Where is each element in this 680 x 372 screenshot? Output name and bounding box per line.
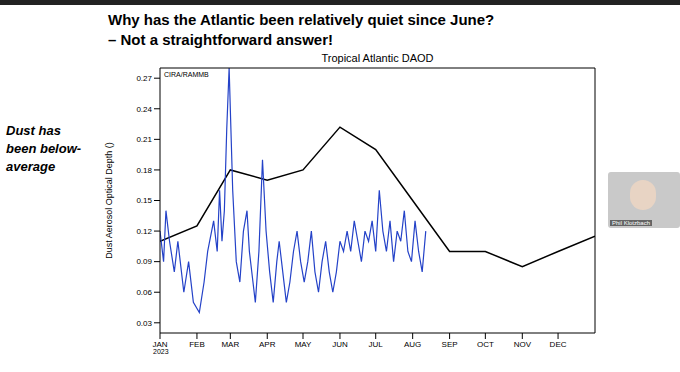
svg-text:AUG: AUG	[404, 340, 421, 349]
svg-text:DEC: DEC	[550, 340, 567, 349]
html-text:Dust has been below-average: Dust has been below-average	[6, 123, 82, 174]
svg-text:JAN: JAN	[152, 340, 167, 349]
html-text:Tropical Atlantic DAOD: Tropical Atlantic DAOD	[321, 52, 434, 64]
html-text:– Not a straightforward answer: – Not a straightforward answer!	[108, 31, 333, 48]
svg-text:FEB: FEB	[189, 340, 205, 349]
html-text:CIRA/RAMMB: CIRA/RAMMB	[164, 71, 209, 78]
svg-text:JUL: JUL	[369, 340, 384, 349]
svg-text:JUN: JUN	[332, 340, 348, 349]
svg-text:MAR: MAR	[221, 340, 239, 349]
svg-text:0.24: 0.24	[136, 105, 152, 114]
svg-text:0.18: 0.18	[136, 166, 152, 175]
svg-text:SEP: SEP	[442, 340, 458, 349]
html-text:2023: 2023	[153, 348, 169, 355]
svg-text:0.15: 0.15	[136, 196, 152, 205]
svg-text:0.06: 0.06	[136, 288, 152, 297]
html-text:Phil Klotzbach: Phil Klotzbach	[612, 220, 650, 226]
svg-text:0.03: 0.03	[136, 319, 152, 328]
html-text:Why has the Atlantic been rela: Why has the Atlantic been relatively qui…	[108, 11, 495, 28]
svg-text:0.12: 0.12	[136, 227, 152, 236]
svg-text:MAY: MAY	[295, 340, 312, 349]
svg-text:OCT: OCT	[477, 340, 494, 349]
svg-text:NOV: NOV	[514, 340, 532, 349]
svg-text:APR: APR	[259, 340, 276, 349]
svg-text:Dust Aerosol Optical Depth (): Dust Aerosol Optical Depth ()	[104, 142, 114, 259]
svg-text:0.21: 0.21	[136, 135, 152, 144]
svg-text:0.09: 0.09	[136, 257, 152, 266]
svg-text:0.27: 0.27	[136, 74, 152, 83]
